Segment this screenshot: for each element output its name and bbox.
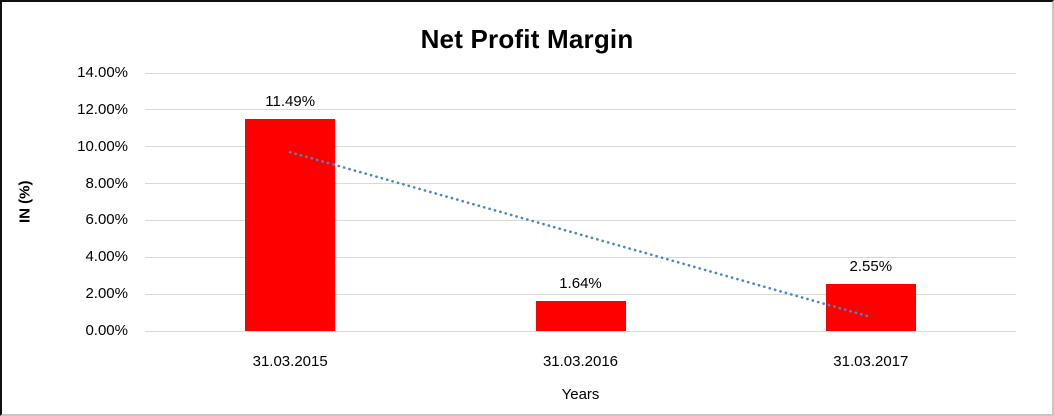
y-tick-label: 6.00% bbox=[85, 211, 128, 229]
gridline bbox=[145, 146, 1016, 148]
y-axis-title: IN (%) bbox=[16, 180, 34, 224]
y-tick-label: 8.00% bbox=[85, 174, 128, 192]
gridline bbox=[145, 256, 1016, 258]
trendline bbox=[288, 150, 873, 319]
gridline bbox=[145, 183, 1016, 185]
y-tick-label: 12.00% bbox=[77, 100, 128, 118]
bar-31.03.2016 bbox=[535, 300, 626, 331]
x-tick-label: 31.03.2016 bbox=[542, 353, 619, 370]
chart-title: Net Profit Margin bbox=[420, 24, 634, 54]
y-tick-label: 14.00% bbox=[77, 64, 128, 81]
plot-area: 0.00% 2.00% 4.00% 6.00% 8.00% 10.00% 12.00% 14.… bbox=[77, 64, 1016, 370]
x-tick-label: 31.03.2017 bbox=[833, 353, 909, 370]
gridline bbox=[145, 330, 1016, 332]
x-axis-title: Years bbox=[561, 386, 600, 403]
bar-value-label: 1.64% bbox=[559, 274, 602, 292]
y-tick-label: 10.00% bbox=[77, 137, 128, 155]
bar-31.03.2015 bbox=[245, 119, 336, 331]
bar-value-label: 11.49% bbox=[265, 93, 316, 111]
x-tick-label: 31.03.2015 bbox=[252, 353, 328, 370]
gridline bbox=[145, 293, 1016, 295]
gridline bbox=[145, 72, 1016, 74]
y-tick-label: 2.00% bbox=[85, 285, 128, 303]
y-tick-label: 0.00% bbox=[85, 322, 128, 339]
y-tick-label: 4.00% bbox=[85, 248, 128, 266]
gridline bbox=[145, 219, 1016, 221]
gridline bbox=[145, 109, 1016, 111]
bar-value-label: 2.55% bbox=[849, 258, 893, 276]
